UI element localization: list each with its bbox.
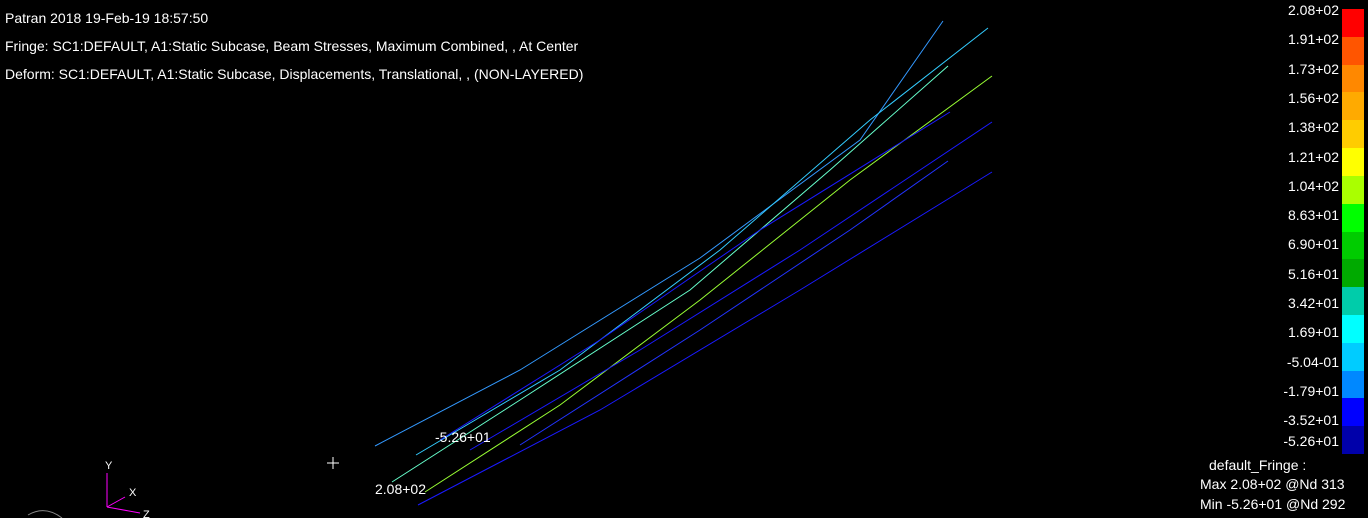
- deform-description: Deform: SC1:DEFAULT, A1:Static Subcase, …: [5, 66, 584, 82]
- beam-element[interactable]: [519, 160, 949, 446]
- x-axis-line: [106, 496, 126, 508]
- origin-marker: [327, 457, 339, 469]
- viewport-title: Patran 2018 19-Feb-19 18:57:50: [5, 10, 209, 26]
- beam-element[interactable]: [469, 121, 993, 451]
- legend-label: -5.26+01: [1283, 432, 1339, 449]
- fringe-summary-min: Min -5.26+01 @Nd 292: [1200, 496, 1346, 512]
- legend-label: 1.73+02: [1288, 60, 1339, 77]
- legend-color-swatch: [1341, 342, 1364, 371]
- legend-label: 2.08+02: [1288, 2, 1339, 18]
- legend-color-swatch: [1341, 426, 1364, 454]
- legend-label: -3.52+01: [1283, 412, 1339, 429]
- beam-element[interactable]: [424, 75, 993, 493]
- legend-color-swatch: [1341, 287, 1364, 315]
- beam-element[interactable]: [417, 171, 993, 506]
- fringe-summary-max: Max 2.08+02 @Nd 313: [1200, 476, 1345, 492]
- legend-color-swatch: [1341, 314, 1364, 343]
- legend-label: -1.79+01: [1283, 382, 1339, 399]
- legend-label: 1.21+02: [1288, 148, 1339, 165]
- beam-element[interactable]: [374, 20, 944, 447]
- z-axis-line: [106, 506, 141, 514]
- x-axis-label: X: [129, 487, 137, 499]
- beam-element[interactable]: [439, 111, 951, 441]
- legend-color-swatch: [1341, 92, 1364, 121]
- legend-color-swatch: [1341, 36, 1364, 65]
- legend-label: 1.04+02: [1288, 177, 1339, 194]
- y-axis-label: Y: [105, 460, 113, 472]
- legend-label: 6.90+01: [1288, 236, 1339, 253]
- legend-label: 5.16+01: [1288, 265, 1339, 282]
- beam-model[interactable]: [374, 20, 993, 506]
- legend-label: -5.04-01: [1286, 353, 1339, 370]
- legend-color-swatch: [1341, 175, 1364, 204]
- legend-label: 1.56+02: [1288, 89, 1339, 106]
- legend-label: 1.91+02: [1288, 31, 1339, 48]
- legend-color-swatch: [1341, 203, 1364, 232]
- legend-color-swatch: [1341, 9, 1364, 37]
- legend-color-swatch: [1341, 398, 1364, 427]
- legend-color-swatch: [1341, 231, 1364, 260]
- legend-label: 8.63+01: [1288, 207, 1339, 224]
- legend-color-swatch: [1341, 120, 1364, 149]
- legend-label: 1.38+02: [1288, 119, 1339, 136]
- max-value-annotation: 2.08+02: [375, 481, 426, 497]
- beam-element[interactable]: [391, 65, 949, 483]
- min-value-annotation: -5.26+01: [435, 429, 491, 445]
- legend-color-swatch: [1341, 370, 1364, 399]
- z-axis-label: Z: [143, 509, 150, 518]
- view-cube-arc: [27, 510, 63, 518]
- fringe-description: Fringe: SC1:DEFAULT, A1:Static Subcase, …: [5, 38, 579, 54]
- legend-color-swatch: [1341, 259, 1364, 288]
- legend-label: 3.42+01: [1288, 295, 1339, 311]
- legend-label: 1.69+01: [1288, 324, 1339, 341]
- beam-element[interactable]: [415, 27, 989, 456]
- fringe-summary-title: default_Fringe :: [1209, 457, 1307, 473]
- legend-color-swatch: [1341, 64, 1364, 93]
- legend-color-swatch: [1341, 148, 1364, 176]
- coordinate-triad: Y X Z: [27, 460, 150, 518]
- fringe-legend[interactable]: 2.08+02 1.91+02 1.73+02 1.56+02 1.38+02 1.21+…: [1260, 2, 1368, 456]
